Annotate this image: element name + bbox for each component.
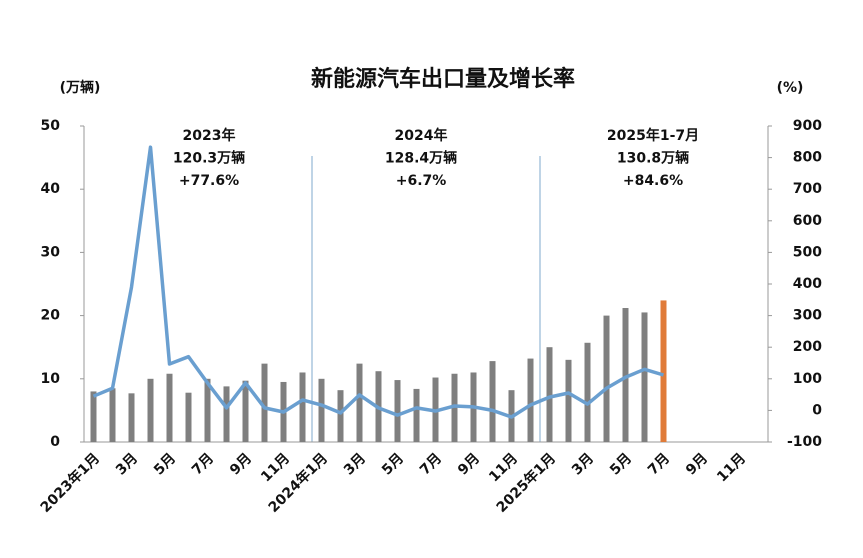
y2-tick-label: 100 xyxy=(793,371,822,387)
bar xyxy=(546,347,553,442)
x-tick-label: 5月 xyxy=(151,450,179,478)
bar xyxy=(90,391,97,442)
x-tick-label: 11月 xyxy=(258,450,293,485)
x-tick-label: 9月 xyxy=(455,450,483,478)
y-axis-label: (万辆) xyxy=(60,79,101,96)
annotation: +6.7% xyxy=(396,173,447,189)
y-tick-label: 40 xyxy=(41,181,61,197)
bar xyxy=(185,392,192,442)
bar xyxy=(660,300,667,442)
y2-tick-label: 900 xyxy=(793,118,822,134)
y2-tick-label: 600 xyxy=(793,213,822,229)
annotation: 130.8万辆 xyxy=(617,150,689,167)
x-tick-label: 5月 xyxy=(607,450,635,478)
annotation: 120.3万辆 xyxy=(173,150,245,167)
annotation: 2023年 xyxy=(183,127,236,144)
annotation: +84.6% xyxy=(623,173,683,189)
bar xyxy=(527,358,534,442)
bar xyxy=(337,390,344,442)
y-tick-label: 0 xyxy=(50,434,60,450)
bar xyxy=(356,363,363,442)
bar xyxy=(584,342,591,442)
y2-tick-label: 0 xyxy=(812,402,822,418)
bar xyxy=(128,393,135,442)
x-tick-label: 2023年1月 xyxy=(37,450,103,516)
x-tick-label: 3月 xyxy=(341,450,369,478)
bar xyxy=(413,388,420,442)
bar xyxy=(489,361,496,442)
x-tick-label: 5月 xyxy=(379,450,407,478)
bar xyxy=(622,308,629,442)
bar xyxy=(603,315,610,442)
y2-axis-label: (%) xyxy=(777,80,804,96)
y2-tick-label: -100 xyxy=(787,434,822,450)
bar xyxy=(565,359,572,442)
bar xyxy=(261,363,268,442)
y-tick-label: 30 xyxy=(41,244,61,260)
x-tick-label: 7月 xyxy=(417,450,445,478)
line xyxy=(92,145,665,419)
x-tick-label: 7月 xyxy=(645,450,673,478)
x-tick-label: 3月 xyxy=(569,450,597,478)
bar xyxy=(147,378,154,442)
bar xyxy=(242,380,249,442)
y-tick-label: 10 xyxy=(41,371,61,387)
bar xyxy=(204,378,211,442)
y2-tick-label: 200 xyxy=(793,339,822,355)
bar xyxy=(451,373,458,442)
annotation: 128.4万辆 xyxy=(385,150,457,167)
bar xyxy=(318,378,325,442)
bar xyxy=(109,388,116,442)
bar xyxy=(223,386,230,442)
y2-tick-label: 400 xyxy=(793,276,822,292)
x-tick-label: 9月 xyxy=(683,450,711,478)
annotation: +77.6% xyxy=(179,173,239,189)
x-tick-label: 9月 xyxy=(227,450,255,478)
annotation: 2024年 xyxy=(395,127,448,144)
y2-tick-label: 700 xyxy=(793,181,822,197)
chart-title: 新能源汽车出口量及增长率 xyxy=(311,66,575,92)
y2-tick-label: 300 xyxy=(793,308,822,324)
x-tick-label: 7月 xyxy=(189,450,217,478)
annotation: 2025年1-7月 xyxy=(607,127,699,144)
x-tick-label: 11月 xyxy=(714,450,749,485)
y-tick-label: 20 xyxy=(41,308,61,324)
bar xyxy=(641,312,648,442)
bar xyxy=(166,373,173,442)
x-tick-label: 3月 xyxy=(113,450,141,478)
bar xyxy=(394,380,401,442)
y-tick-label: 50 xyxy=(41,118,61,134)
y2-tick-label: 800 xyxy=(793,150,822,166)
x-tick-label: 11月 xyxy=(486,450,521,485)
bar xyxy=(299,372,306,442)
y2-tick-label: 500 xyxy=(793,244,822,260)
